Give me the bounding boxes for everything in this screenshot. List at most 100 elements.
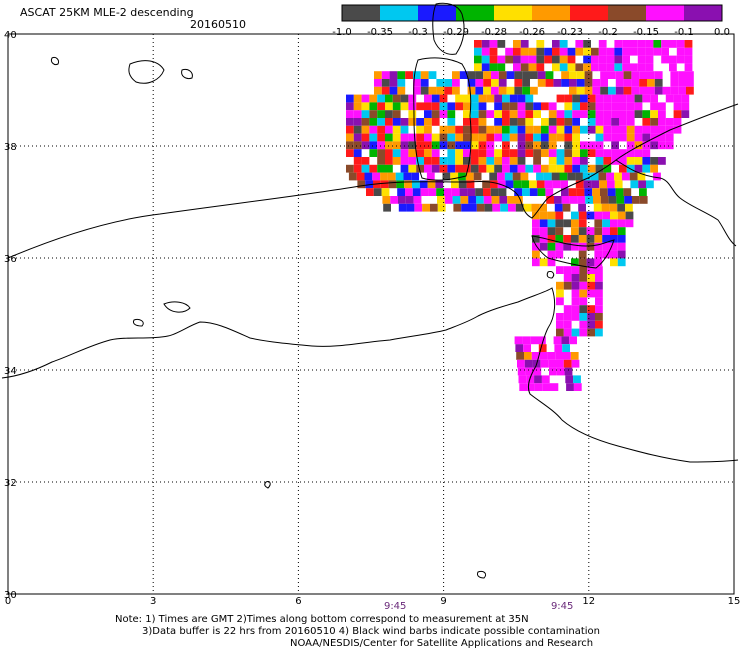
swath-pixel [595, 274, 603, 282]
swath-pixel [631, 71, 640, 79]
swath-pixel [619, 133, 627, 142]
swath-pixel [361, 164, 370, 173]
swath-pixel [609, 203, 618, 212]
swath-pixel [681, 94, 690, 103]
swath-pixel [412, 180, 420, 189]
swath-pixel [647, 86, 655, 95]
swath-pixel [522, 71, 530, 79]
swath-pixel [602, 242, 610, 251]
swath-pixel [444, 86, 452, 95]
swath-pixel [595, 133, 604, 142]
swath-pixel [455, 133, 463, 142]
footnote-line-3: NOAA/NESDIS/Center for Satellite Applica… [290, 638, 594, 649]
coastline-island-4 [264, 481, 271, 489]
swath-pixel [514, 79, 523, 87]
swath-pixel [576, 79, 585, 87]
map-frame [7, 33, 735, 595]
swath-pixel [475, 86, 484, 95]
swath-pixel [576, 71, 585, 79]
swath-pixel [587, 141, 596, 150]
swath-pixel [583, 47, 591, 56]
swath-pixel [630, 63, 638, 72]
swath-pixel [556, 118, 565, 126]
swath-pixel [397, 71, 406, 79]
swath-pixel [564, 164, 573, 173]
lat-tick-label: 34 [4, 366, 17, 377]
swath-pixel [611, 133, 619, 142]
swath-pixel [397, 86, 406, 95]
swath-pixel [509, 125, 518, 134]
swath-pixel [616, 196, 625, 204]
swath-pixel [686, 71, 694, 79]
swath-pixel [600, 79, 608, 87]
swath-pixel [642, 141, 651, 150]
swath-pixel [478, 110, 487, 118]
swath-pixel [424, 164, 432, 173]
swath-pixel [463, 164, 471, 173]
swath-pixel [571, 289, 580, 298]
swath-pixel [587, 110, 596, 118]
swath-pixel [467, 86, 476, 95]
swath-pixel [530, 71, 538, 79]
coastline-corsica [432, 2, 465, 55]
swath-pixel [614, 180, 623, 189]
swath-pixel [570, 352, 579, 360]
swath-pixel [502, 118, 510, 126]
swath-pixel [626, 125, 635, 134]
swath-pixel [567, 63, 576, 72]
swath-pixel [552, 63, 560, 72]
swath-pixel [629, 172, 638, 181]
swath-pixel [392, 118, 401, 126]
swath-pixel [473, 172, 482, 181]
swath-pixel [377, 157, 385, 165]
swath-pixel [497, 55, 506, 64]
swath-pixel [617, 258, 626, 267]
swath-pixel [653, 172, 661, 181]
swath-pixel [578, 211, 587, 220]
swath-pixel [547, 258, 556, 267]
swath-pixel [474, 40, 482, 48]
swath-pixel [536, 63, 545, 72]
colorbar-swatch-3 [456, 5, 494, 21]
swath-pixel [525, 102, 534, 111]
swath-pixel [556, 328, 564, 337]
swath-pixel [517, 102, 526, 111]
swath-pixel [578, 219, 587, 228]
swath-pixel [467, 188, 476, 196]
swath-pixel [517, 164, 526, 173]
swath-pixel [650, 164, 658, 173]
swath-pixel [642, 149, 651, 157]
swath-pixel [623, 71, 632, 79]
swath-pixel [595, 328, 603, 337]
swath-pixel [583, 180, 592, 189]
swath-pixel [594, 219, 603, 228]
swath-pixel [385, 157, 393, 165]
swath-pixel [569, 196, 578, 204]
colorbar-label: -0.3 [408, 27, 428, 38]
swath-pixel [617, 203, 625, 212]
swath-pixel [561, 71, 569, 79]
swath-pixel [626, 94, 635, 103]
swath-pixel [528, 47, 537, 56]
swath-pixel [658, 118, 666, 126]
swath-pixel [592, 86, 601, 95]
swath-pixel [514, 336, 523, 345]
color-scale-bar: -1.0 -0.35 -0.3 -0.29 -0.28 -0.26 -0.23 -0.2 -0.… [332, 4, 730, 38]
swath-pixel [563, 313, 572, 321]
swath-pixel [572, 118, 580, 126]
colorbar-label: -1.0 [332, 27, 352, 38]
swath-pixel [548, 141, 557, 150]
swath-pixel [361, 118, 370, 126]
swath-pixel [595, 297, 603, 306]
swath-pixel [385, 133, 393, 142]
swath-pixel [400, 125, 409, 134]
swath-pixel [507, 196, 515, 204]
swath-pixel [556, 133, 565, 142]
swath-pixel [673, 102, 682, 111]
swath-pixel [377, 164, 385, 173]
swath-pixel [428, 188, 437, 196]
time-label: 9:45 [384, 601, 406, 610]
swath-pixel [567, 55, 576, 64]
swath-pixel [509, 94, 518, 103]
